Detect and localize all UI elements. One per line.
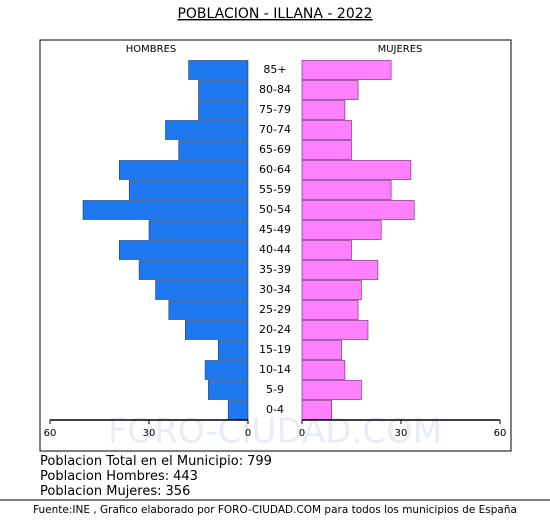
legend-label: MUJERES — [378, 44, 423, 55]
bar — [301, 220, 382, 240]
bar — [301, 80, 359, 100]
category-label: 10-14 — [259, 363, 291, 376]
category-label: 0-4 — [266, 403, 284, 416]
chart-title: POBLACION - ILLANA - 2022 — [177, 6, 372, 22]
bar — [301, 240, 352, 260]
category-label: 85+ — [263, 63, 286, 76]
bar — [301, 200, 415, 220]
category-label: 25-29 — [259, 303, 291, 316]
bar — [178, 140, 249, 160]
bar — [301, 280, 362, 300]
bar — [165, 120, 249, 140]
bar — [168, 300, 249, 320]
category-label: 75-79 — [259, 103, 291, 116]
bar — [138, 260, 249, 280]
legend-label: HOMBRES — [126, 44, 177, 55]
stat-value: 356 — [166, 484, 191, 499]
bar — [119, 240, 249, 260]
bar — [301, 160, 412, 180]
category-label: 5-9 — [266, 383, 284, 396]
category-label: 40-44 — [259, 243, 291, 256]
category-label: 20-24 — [259, 323, 291, 336]
bar — [301, 100, 346, 120]
category-label: 50-54 — [259, 203, 291, 216]
bar — [155, 280, 249, 300]
x-tick-label: 30 — [143, 428, 156, 439]
bar — [188, 60, 249, 80]
bar — [301, 260, 379, 280]
category-label: 15-19 — [259, 343, 291, 356]
category-label: 35-39 — [259, 263, 291, 276]
bar — [198, 100, 249, 120]
stat-value: 799 — [247, 454, 272, 469]
x-tick-label: 0 — [299, 428, 305, 439]
stat-line: Poblacion Total en el Municipio: 799 — [40, 454, 272, 469]
bar — [301, 60, 392, 80]
bar — [82, 200, 249, 220]
stat-label: Poblacion Mujeres: — [40, 484, 162, 499]
category-label: 70-74 — [259, 123, 291, 136]
bar — [301, 180, 392, 200]
bar — [148, 220, 249, 240]
bar — [301, 300, 359, 320]
x-tick-label: 60 — [494, 428, 507, 439]
bar — [301, 320, 369, 340]
category-label: 80-84 — [259, 83, 291, 96]
bar — [208, 380, 249, 400]
bar — [301, 360, 346, 380]
bar — [301, 120, 352, 140]
stat-label: Poblacion Total en el Municipio: — [40, 454, 243, 469]
bar — [119, 160, 249, 180]
stat-line: Poblacion Mujeres: 356 — [40, 484, 190, 499]
footer: Fuente:INE , Grafico elaborado por FORO-… — [33, 504, 517, 516]
x-tick-label: 60 — [44, 428, 57, 439]
x-tick-label: 30 — [395, 428, 408, 439]
category-label: 55-59 — [259, 183, 291, 196]
category-label: 65-69 — [259, 143, 291, 156]
watermark: FORO-CIUDAD.COM — [108, 412, 442, 452]
category-label: 30-34 — [259, 283, 291, 296]
bar — [227, 400, 249, 420]
stat-line: Poblacion Hombres: 443 — [40, 469, 198, 484]
category-label: 45-49 — [259, 223, 291, 236]
category-label: 60-64 — [259, 163, 291, 176]
plot-frame — [39, 39, 512, 452]
bar — [301, 140, 352, 160]
bar — [301, 400, 333, 420]
bar — [204, 360, 249, 380]
bar — [185, 320, 249, 340]
stat-value: 443 — [173, 469, 198, 484]
bar — [218, 340, 249, 360]
stat-label: Poblacion Hombres: — [40, 469, 169, 484]
bar — [301, 380, 362, 400]
bar — [128, 180, 249, 200]
x-tick-label: 0 — [245, 428, 251, 439]
bar — [301, 340, 342, 360]
bar — [198, 80, 249, 100]
